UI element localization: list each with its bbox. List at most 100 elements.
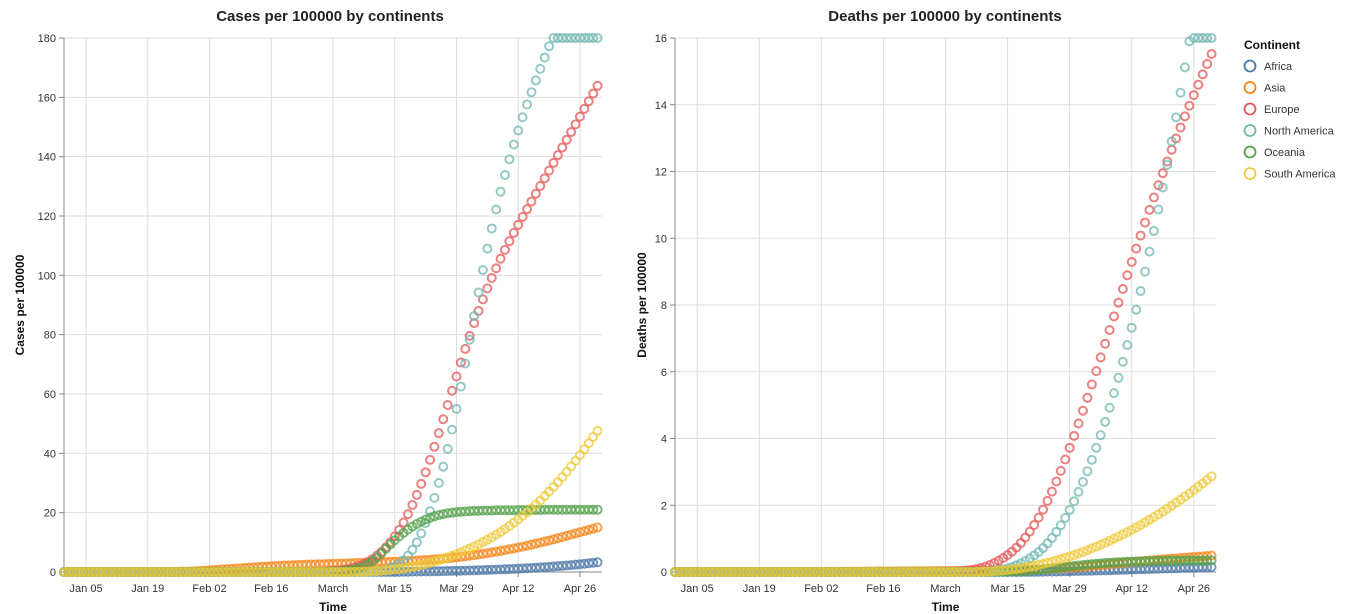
data-point <box>482 243 493 254</box>
data-point <box>504 154 515 165</box>
y-tick-label: 20 <box>44 508 56 520</box>
y-tick-label: 2 <box>661 500 667 512</box>
y-tick-label: 140 <box>38 152 56 164</box>
data-point <box>552 150 563 161</box>
data-point <box>1144 204 1155 215</box>
data-point <box>574 527 585 538</box>
data-point <box>592 557 603 568</box>
data-point <box>499 170 510 181</box>
data-point <box>499 545 510 556</box>
series-south-america <box>670 471 1217 577</box>
data-point <box>1038 558 1049 569</box>
data-point <box>411 537 422 548</box>
data-point <box>433 510 444 521</box>
data-point <box>1086 454 1097 465</box>
data-point <box>442 552 453 563</box>
data-point <box>1140 217 1151 228</box>
y-tick-label: 60 <box>44 389 56 401</box>
y-tick-label: 14 <box>655 100 667 112</box>
data-point <box>1069 430 1080 441</box>
x-axis-title: Time <box>932 600 960 614</box>
legend-label: North America <box>1264 126 1335 138</box>
data-point <box>402 509 413 520</box>
data-point <box>1020 562 1031 573</box>
data-point <box>579 526 590 537</box>
data-point <box>1064 442 1075 453</box>
data-point <box>544 165 555 176</box>
data-point <box>1179 62 1190 73</box>
data-point <box>1202 555 1213 566</box>
data-point <box>544 535 555 546</box>
x-tick-label: Feb 16 <box>866 583 900 595</box>
data-point <box>433 428 444 439</box>
x-tick-label: Mar 15 <box>378 583 412 595</box>
data-point <box>1082 466 1093 477</box>
x-tick-label: March <box>930 583 961 595</box>
data-point <box>394 563 405 574</box>
y-tick-label: 8 <box>661 300 667 312</box>
legend-swatch-north-america <box>1243 124 1257 137</box>
data-point <box>1064 504 1075 515</box>
data-point <box>416 478 427 489</box>
data-point <box>588 557 599 568</box>
data-point <box>1077 405 1088 416</box>
data-point <box>1091 442 1102 453</box>
data-point <box>1188 90 1199 101</box>
data-point <box>455 381 466 392</box>
data-point <box>1206 33 1217 43</box>
data-point <box>526 196 537 207</box>
data-point <box>566 529 577 540</box>
data-point <box>1157 182 1168 193</box>
data-point <box>460 358 471 369</box>
x-tick-label: Jan 19 <box>743 583 776 595</box>
data-point <box>447 424 458 435</box>
data-point <box>398 563 409 574</box>
data-point <box>464 334 475 345</box>
data-point <box>1051 526 1062 537</box>
data-point <box>1038 504 1049 515</box>
data-point <box>1077 476 1088 487</box>
data-point <box>460 343 471 354</box>
x-tick-label: Mar 29 <box>1053 583 1087 595</box>
data-point <box>508 543 519 554</box>
data-point <box>420 558 431 569</box>
data-point <box>1033 559 1044 570</box>
data-point <box>517 541 528 552</box>
chart-title: Cases per 100000 by continents <box>216 8 444 25</box>
data-point <box>491 263 502 274</box>
data-point <box>429 511 440 522</box>
data-point <box>429 492 440 503</box>
data-point <box>433 555 444 566</box>
data-point <box>588 88 599 99</box>
x-tick-label: March <box>318 583 349 595</box>
data-point <box>1086 379 1097 390</box>
data-point <box>588 523 599 534</box>
data-point <box>1100 416 1111 427</box>
data-point <box>425 557 436 568</box>
data-point <box>535 181 546 192</box>
data-point <box>583 96 594 107</box>
data-point <box>473 287 484 298</box>
data-point <box>526 539 537 550</box>
data-point <box>473 549 484 560</box>
data-point <box>535 63 546 74</box>
data-point <box>561 530 572 541</box>
legend-label: South America <box>1264 169 1336 181</box>
data-point <box>592 425 603 436</box>
data-point <box>1055 465 1066 476</box>
data-point <box>398 517 409 528</box>
data-point <box>1109 311 1120 322</box>
data-point <box>1206 471 1217 482</box>
data-point <box>1162 159 1173 170</box>
data-point <box>477 548 488 559</box>
data-point <box>486 273 497 284</box>
data-point <box>570 119 581 130</box>
legend-swatch-africa <box>1243 59 1257 73</box>
x-tick-label: Feb 16 <box>254 583 288 595</box>
data-point <box>522 540 533 551</box>
data-point <box>1060 512 1071 523</box>
data-point <box>438 461 449 472</box>
x-tick-label: Feb 02 <box>804 583 838 595</box>
data-point <box>570 528 581 539</box>
y-tick-label: 16 <box>655 33 667 45</box>
